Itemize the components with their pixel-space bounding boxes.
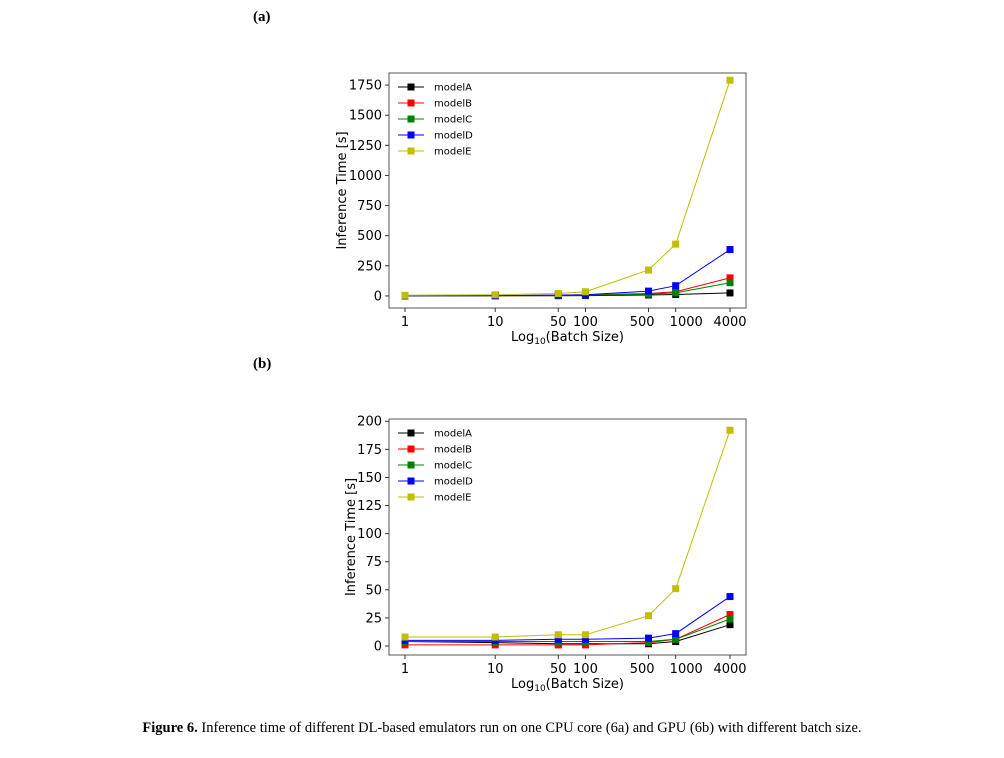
data-point-modelE: [645, 612, 653, 620]
x-tick-label: 4000: [713, 662, 746, 677]
data-point-modelD: [726, 593, 734, 601]
legend-marker: [407, 131, 415, 139]
x-tick-label: 500: [630, 662, 655, 677]
panel-label-a: (a): [253, 9, 271, 25]
legend-label: modelA: [434, 429, 472, 440]
x-tick-label: 10: [487, 315, 504, 330]
x-tick-label: 1000: [670, 315, 703, 330]
legend-label: modelE: [434, 493, 471, 504]
panel-label-b: (b): [253, 356, 272, 372]
legend-label: modelE: [434, 147, 471, 158]
data-point-modelA: [726, 621, 734, 629]
data-point-modelB: [726, 274, 734, 282]
x-tick-label: 10: [487, 662, 504, 677]
caption-text: Inference time of different DL-based emu…: [197, 720, 862, 736]
y-tick-label: 175: [357, 443, 382, 458]
legend-label: modelA: [434, 83, 472, 94]
legend-marker: [407, 115, 415, 123]
data-point-modelE: [554, 290, 562, 298]
legend-label: modelC: [434, 461, 472, 472]
y-tick-label: 1500: [349, 109, 382, 124]
x-axis-title: Log10(Batch Size): [511, 330, 624, 347]
y-tick-label: 1750: [349, 79, 382, 94]
data-point-modelE: [401, 291, 409, 299]
legend-marker: [407, 429, 415, 437]
y-tick-label: 150: [357, 471, 382, 486]
data-point-modelB: [726, 611, 734, 619]
x-tick-label: 50: [550, 662, 567, 677]
data-point-modelE: [672, 585, 680, 593]
y-tick-label: 1250: [349, 139, 382, 154]
data-point-modelD: [645, 634, 653, 642]
legend-label: modelB: [434, 99, 472, 110]
y-tick-label: 200: [357, 415, 382, 430]
x-tick-label: 100: [573, 662, 598, 677]
figure-caption: Figure 6. Inference time of different DL…: [0, 720, 1004, 737]
y-tick-label: 1000: [349, 169, 382, 184]
data-point-modelD: [726, 246, 734, 254]
x-tick-label: 100: [573, 315, 598, 330]
legend-marker: [407, 445, 415, 453]
data-point-modelD: [645, 287, 653, 295]
data-point-modelE: [401, 633, 409, 641]
legend-label: modelD: [434, 131, 473, 142]
legend-marker: [407, 493, 415, 501]
legend-label: modelC: [434, 115, 472, 126]
x-tick-label: 4000: [713, 315, 746, 330]
chart-b: 0 25 50 75 100 125 150 175 200 1 10 50 100 500 1000 400…: [344, 415, 747, 694]
data-point-modelD: [672, 630, 680, 638]
y-tick-label: 0: [374, 640, 382, 655]
data-point-modelD: [554, 635, 562, 643]
data-point-modelE: [491, 633, 499, 641]
y-axis-title: Inference Time [s]: [344, 478, 359, 596]
data-point-modelE: [726, 76, 734, 84]
data-point-modelE: [581, 631, 589, 639]
chart-a: 0 250 500 750 1000 1250 1500 1750 1 10 50 100 500 100…: [335, 72, 747, 347]
y-tick-label: 0: [374, 289, 382, 304]
y-axis-title: Inference Time [s]: [335, 131, 350, 249]
y-tick-label: 25: [365, 611, 382, 626]
data-point-modelE: [645, 266, 653, 274]
data-point-modelE: [491, 291, 499, 299]
legend-label: modelB: [434, 445, 472, 456]
data-point-modelD: [581, 635, 589, 643]
y-tick-label: 250: [357, 259, 382, 274]
data-point-modelE: [581, 288, 589, 296]
x-tick-label: 1: [401, 315, 409, 330]
x-tick-label: 50: [550, 315, 567, 330]
plot-frame: [388, 72, 747, 309]
caption-prefix: Figure 6.: [142, 720, 198, 736]
x-tick-label: 1000: [670, 662, 703, 677]
legend-marker: [407, 461, 415, 469]
legend-marker: [407, 477, 415, 485]
data-point-modelC: [672, 635, 680, 643]
y-tick-label: 75: [365, 555, 382, 570]
x-tick-label: 500: [630, 315, 655, 330]
data-point-modelC: [726, 615, 734, 623]
y-tick-label: 50: [365, 583, 382, 598]
data-point-modelC: [672, 289, 680, 297]
y-tick-label: 100: [357, 527, 382, 542]
y-tick-label: 500: [357, 229, 382, 244]
data-point-modelC: [726, 279, 734, 287]
data-point-modelA: [726, 289, 734, 297]
y-tick-label: 750: [357, 199, 382, 214]
legend-marker: [407, 83, 415, 91]
legend-label: modelD: [434, 477, 473, 488]
data-point-modelE: [672, 240, 680, 248]
legend-marker: [407, 147, 415, 155]
plot-frame: [388, 418, 747, 656]
data-point-modelE: [554, 631, 562, 639]
data-point-modelE: [726, 426, 734, 434]
x-axis-title: Log10(Batch Size): [511, 677, 624, 694]
y-tick-label: 125: [357, 499, 382, 514]
data-point-modelD: [672, 282, 680, 290]
x-tick-label: 1: [401, 662, 409, 677]
legend-marker: [407, 99, 415, 107]
